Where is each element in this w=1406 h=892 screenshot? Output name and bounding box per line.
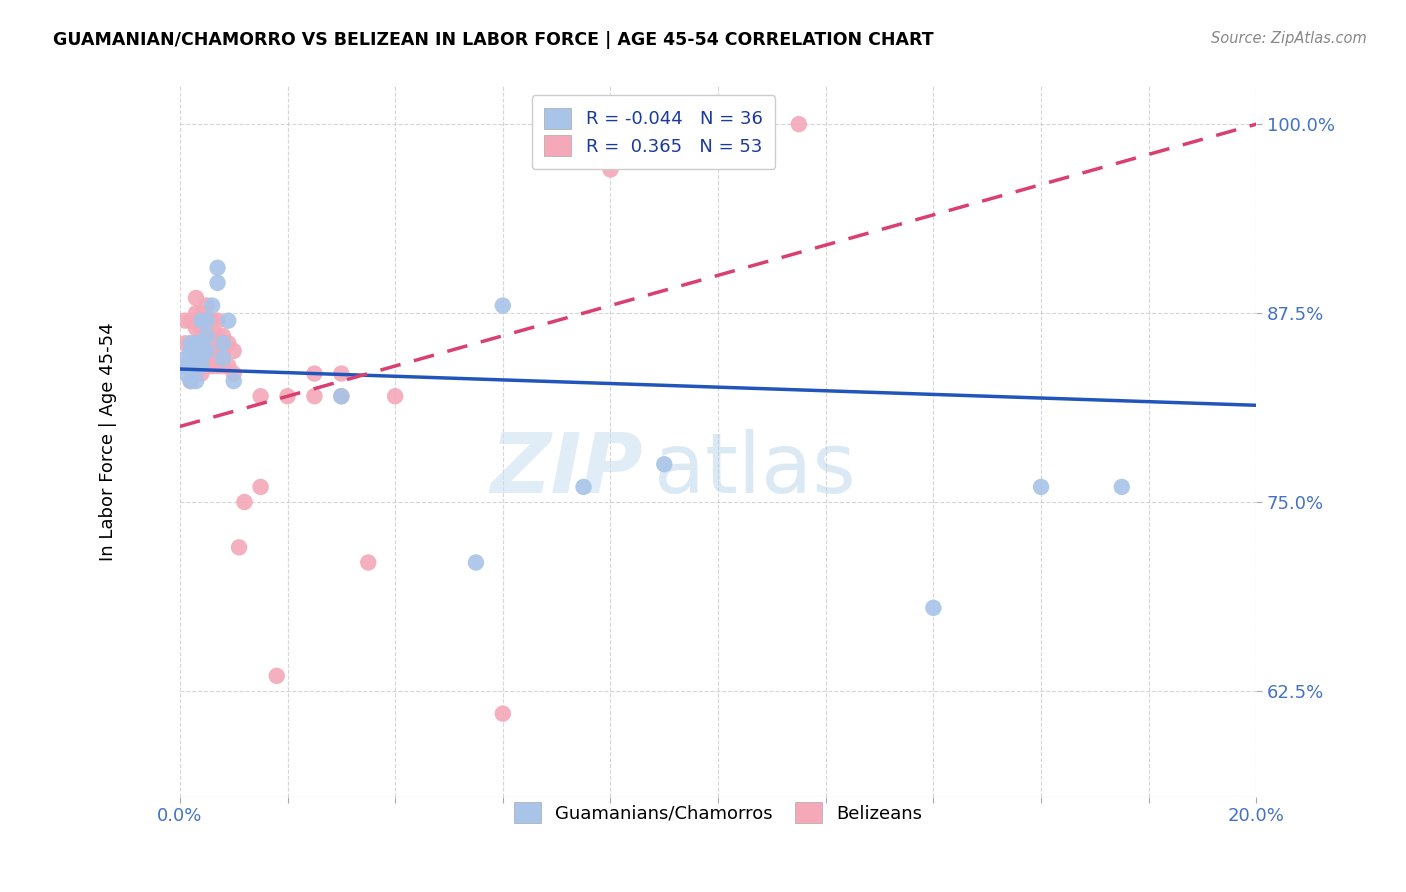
Point [190, 336, 212, 351]
Point [184, 306, 207, 320]
Point [222, 343, 245, 358]
Point [212, 351, 235, 366]
Text: atlas: atlas [654, 429, 855, 510]
Point [330, 389, 353, 403]
Point [184, 291, 207, 305]
Y-axis label: In Labor Force | Age 45-54: In Labor Force | Age 45-54 [100, 322, 117, 561]
Point [1029, 480, 1052, 494]
Point [184, 359, 207, 373]
Point [266, 669, 288, 683]
Point [201, 359, 224, 373]
Point [207, 313, 229, 327]
Point [201, 343, 224, 358]
Point [190, 343, 212, 358]
Point [184, 374, 207, 388]
Point [190, 336, 212, 351]
Text: Source: ZipAtlas.com: Source: ZipAtlas.com [1211, 31, 1367, 46]
Text: GUAMANIAN/CHAMORRO VS BELIZEAN IN LABOR FORCE | AGE 45-54 CORRELATION CHART: GUAMANIAN/CHAMORRO VS BELIZEAN IN LABOR … [53, 31, 934, 49]
Point [190, 321, 212, 335]
Point [212, 328, 235, 343]
Point [195, 328, 218, 343]
Point [195, 313, 218, 327]
Point [180, 313, 202, 327]
Point [174, 359, 197, 373]
Point [174, 313, 197, 327]
Point [180, 343, 202, 358]
Point [195, 343, 218, 358]
Point [228, 541, 250, 555]
Point [174, 336, 197, 351]
Point [174, 351, 197, 366]
Point [201, 299, 224, 313]
Point [207, 276, 229, 290]
Point [207, 343, 229, 358]
Point [190, 306, 212, 320]
Point [174, 367, 197, 381]
Point [184, 321, 207, 335]
Point [787, 117, 810, 131]
Point [492, 299, 515, 313]
Point [217, 359, 239, 373]
Point [330, 389, 353, 403]
Point [207, 328, 229, 343]
Point [222, 374, 245, 388]
Point [212, 336, 235, 351]
Point [357, 556, 380, 570]
Point [330, 367, 353, 381]
Point [922, 600, 945, 615]
Point [184, 351, 207, 366]
Point [180, 351, 202, 366]
Point [195, 313, 218, 327]
Point [195, 359, 218, 373]
Point [190, 313, 212, 327]
Point [652, 457, 675, 471]
Point [492, 706, 515, 721]
Point [212, 343, 235, 358]
Point [195, 328, 218, 343]
Point [304, 367, 326, 381]
Point [1111, 480, 1133, 494]
Point [180, 374, 202, 388]
Point [180, 336, 202, 351]
Point [190, 367, 212, 381]
Point [195, 343, 218, 358]
Point [184, 336, 207, 351]
Point [180, 336, 202, 351]
Point [190, 359, 212, 373]
Point [201, 313, 224, 327]
Point [217, 336, 239, 351]
Point [195, 299, 218, 313]
Point [217, 313, 239, 327]
Point [233, 495, 256, 509]
Point [384, 389, 406, 403]
Point [184, 367, 207, 381]
Point [180, 374, 202, 388]
Legend: Guamanians/Chamorros, Belizeans: Guamanians/Chamorros, Belizeans [503, 791, 934, 834]
Point [599, 162, 621, 177]
Point [190, 351, 212, 366]
Point [304, 389, 326, 403]
Point [207, 359, 229, 373]
Point [180, 362, 202, 376]
Point [180, 359, 202, 373]
Point [572, 480, 595, 494]
Point [276, 389, 298, 403]
Point [174, 359, 197, 373]
Point [249, 389, 271, 403]
Point [190, 351, 212, 366]
Point [207, 260, 229, 275]
Point [201, 328, 224, 343]
Text: ZIP: ZIP [491, 429, 643, 510]
Point [222, 367, 245, 381]
Point [212, 359, 235, 373]
Point [184, 351, 207, 366]
Point [249, 480, 271, 494]
Point [464, 556, 486, 570]
Point [184, 343, 207, 358]
Point [184, 336, 207, 351]
